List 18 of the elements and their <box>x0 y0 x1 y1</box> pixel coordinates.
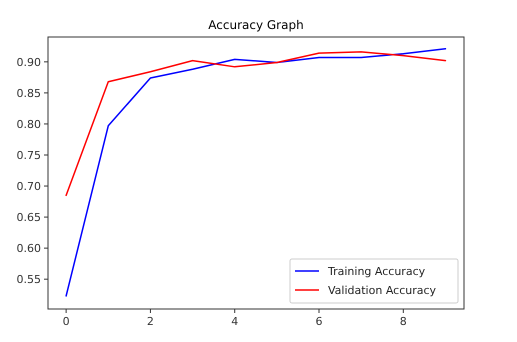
chart-title: Accuracy Graph <box>208 18 304 32</box>
y-tick-label: 0.70 <box>16 180 41 194</box>
y-tick-label: 0.60 <box>16 242 41 256</box>
legend-label: Validation Accuracy <box>328 284 437 297</box>
y-tick-label: 0.65 <box>16 211 41 224</box>
line-series <box>65 51 446 196</box>
x-tick-label: 4 <box>231 315 238 328</box>
x-tick-label: 2 <box>146 315 154 328</box>
y-tick-label: 0.75 <box>16 148 41 162</box>
y-tick-label: 0.85 <box>16 86 41 100</box>
x-tick-label: 0 <box>62 315 70 328</box>
y-tick-label: 0.80 <box>16 118 41 131</box>
x-tick-label: 8 <box>400 315 407 328</box>
legend-label: Training Accuracy <box>327 265 426 278</box>
x-tick-label: 6 <box>316 315 323 328</box>
y-tick-label: 0.55 <box>16 273 41 286</box>
y-tick-label: 0.90 <box>16 56 41 69</box>
line-series <box>65 48 446 297</box>
